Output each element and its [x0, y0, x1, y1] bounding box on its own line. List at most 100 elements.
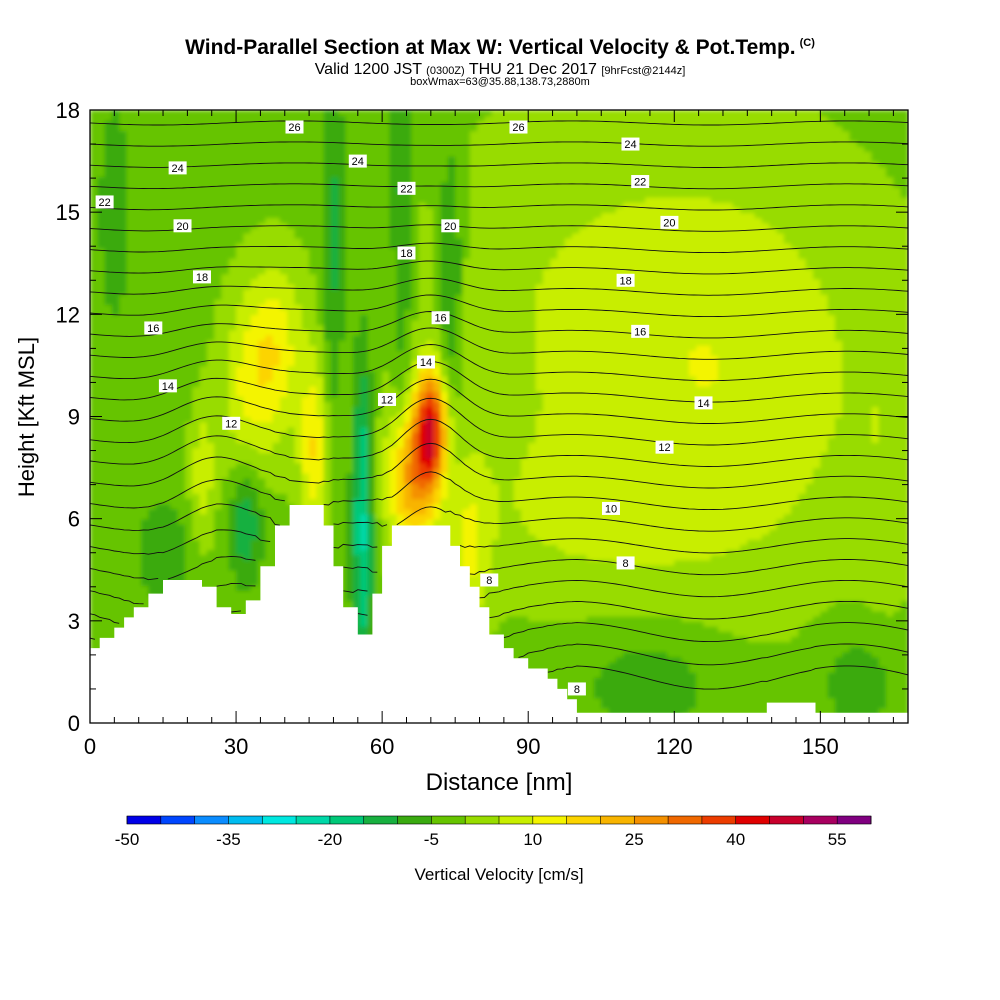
contour-label: 24	[621, 137, 640, 151]
valid-utc: (0300Z)	[426, 65, 465, 77]
contour-label: 18	[397, 246, 416, 260]
contour-label-text: 20	[663, 217, 675, 229]
x-axis-label: Distance [nm]	[426, 769, 573, 796]
contour-label: 22	[631, 175, 650, 189]
contour-label: 16	[144, 321, 163, 335]
y-tick-label: 12	[56, 302, 80, 327]
contour-label: 20	[441, 219, 460, 233]
contour-label-text: 20	[444, 221, 456, 233]
contour-label-text: 14	[162, 381, 174, 393]
contour-label: 14	[158, 379, 177, 393]
contour-label-text: 18	[619, 275, 631, 287]
chart-subtitle: Valid 1200 JST (0300Z) THU 21 Dec 2017 […	[0, 61, 1000, 79]
contour-label: 8	[616, 556, 635, 570]
colorbar-label: Vertical Velocity [cm/s]	[414, 865, 583, 884]
x-tick-label: 60	[370, 734, 394, 759]
contour-label: 12	[655, 440, 674, 454]
contour-label-text: 12	[225, 418, 237, 430]
contour-label-text: 24	[624, 139, 636, 151]
colorbar-tick-label: 40	[726, 830, 745, 849]
colorbar-swatch	[837, 816, 872, 824]
contour-label-text: 22	[634, 177, 646, 189]
forecast-info: [9hrFcst@2144z]	[601, 65, 686, 77]
y-tick-label: 0	[68, 711, 80, 736]
y-axis-label: Height [Kft MSL]	[14, 337, 39, 497]
colorbar-swatch	[668, 816, 703, 824]
contour-label: 26	[509, 120, 528, 134]
colorbar-tick-label: -5	[424, 830, 439, 849]
y-tick-label: 15	[56, 200, 80, 225]
colorbar-swatch	[296, 816, 331, 824]
colorbar-swatch	[634, 816, 669, 824]
valid-date: THU 21 Dec 2017	[468, 61, 597, 78]
x-tick-label: 150	[802, 734, 839, 759]
colorbar-swatch	[566, 816, 601, 824]
colorbar-swatch	[735, 816, 770, 824]
contour-label: 16	[631, 324, 650, 338]
contour-label-text: 24	[172, 163, 184, 175]
contour-label: 22	[95, 195, 114, 209]
terrain-mask	[90, 505, 908, 723]
colorbar-swatch	[127, 816, 162, 824]
contour-label-text: 8	[486, 575, 492, 587]
colorbar-swatch	[769, 816, 804, 824]
contour-label-text: 8	[623, 558, 629, 570]
contour-label: 18	[616, 273, 635, 287]
axes: 0 30 60 90 120 150 0 3 6 9 12 15 18	[56, 98, 908, 759]
colorbar-swatch	[262, 816, 297, 824]
contour-label: 26	[285, 120, 304, 134]
contour-label: 24	[348, 154, 367, 168]
colorbar-swatch	[194, 816, 229, 824]
contour-label-text: 20	[176, 221, 188, 233]
contour-label-text: 14	[697, 398, 709, 410]
contour-label: 14	[694, 396, 713, 410]
contour-label-text: 12	[658, 442, 670, 454]
colorbar-swatch	[397, 816, 432, 824]
colorbar: -50 -35 -20 -5 10 25 40 55	[115, 815, 872, 849]
colorbar-tick-label: -50	[115, 830, 140, 849]
contour-label-text: 10	[605, 503, 617, 515]
box-info: boxWmax=63@35.88,138.73,2880m	[410, 76, 590, 88]
colorbar-swatch	[803, 816, 838, 824]
terrain	[90, 505, 908, 723]
contour-label: 14	[416, 355, 435, 369]
title-main: Wind-Parallel Section at Max W: Vertical…	[185, 36, 796, 59]
contour-label: 22	[397, 181, 416, 195]
contour-label-text: 24	[352, 156, 364, 168]
contour-label: 10	[601, 501, 620, 515]
contour-label: 20	[660, 215, 679, 229]
contour-label-text: 16	[634, 326, 646, 338]
contour-label-text: 16	[434, 313, 446, 325]
contour-label-text: 26	[512, 122, 524, 134]
colorbar-swatch	[465, 816, 500, 824]
x-tick-label: 90	[516, 734, 540, 759]
contour-label: 8	[567, 682, 586, 696]
contour-label-text: 26	[288, 122, 300, 134]
colorbar-swatch	[532, 816, 567, 824]
colorbar-tick-label: 25	[625, 830, 644, 849]
colorbar-tick-label: 10	[523, 830, 542, 849]
y-tick-label: 18	[56, 98, 80, 123]
colorbar-swatch	[499, 816, 534, 824]
colorbar-swatch	[228, 816, 263, 824]
chart-title: Wind-Parallel Section at Max W: Vertical…	[0, 36, 1000, 60]
colorbar-tick-label: -35	[216, 830, 241, 849]
contour-label: 20	[173, 219, 192, 233]
contour-label: 16	[431, 311, 450, 325]
x-tick-label: 120	[656, 734, 693, 759]
contour-label: 12	[222, 416, 241, 430]
contour-label-text: 12	[381, 394, 393, 406]
contour-label: 24	[168, 161, 187, 175]
colorbar-swatch	[363, 816, 398, 824]
y-tick-label: 3	[68, 609, 80, 634]
y-tick-label: 9	[68, 405, 80, 430]
contour-label-text: 22	[98, 197, 110, 209]
x-tick-label: 0	[84, 734, 96, 759]
contour-label-text: 14	[420, 357, 432, 369]
contour-label: 18	[192, 270, 211, 284]
contour-label-text: 18	[196, 272, 208, 284]
contour-label: 8	[480, 573, 499, 587]
copyright-mark: (C)	[799, 37, 815, 49]
colorbar-swatch	[701, 816, 737, 824]
